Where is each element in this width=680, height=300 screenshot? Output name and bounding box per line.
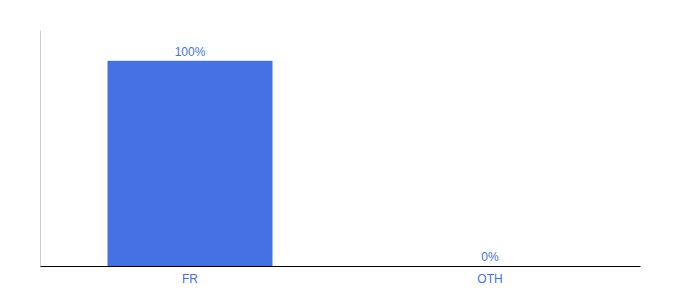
- bar: [408, 266, 573, 267]
- y-axis: [40, 31, 41, 267]
- x-tick: FR: [182, 272, 198, 286]
- data-label: 100%: [175, 45, 206, 59]
- data-label: 0%: [481, 250, 499, 264]
- y-axis-line: [40, 31, 41, 267]
- x-tick-label: FR: [182, 272, 198, 286]
- x-tick-label: OTH: [477, 272, 502, 286]
- x-tick: OTH: [477, 272, 502, 286]
- plot: FR OTH 100% 0%: [41, 31, 641, 286]
- bars: [108, 61, 273, 266]
- bar: [108, 61, 273, 266]
- x-axis-line: [41, 266, 641, 267]
- x-axis: FR OTH: [41, 267, 641, 286]
- chart: FR OTH 100% 0%: [0, 0, 680, 300]
- data-labels: 100% 0%: [175, 45, 499, 264]
